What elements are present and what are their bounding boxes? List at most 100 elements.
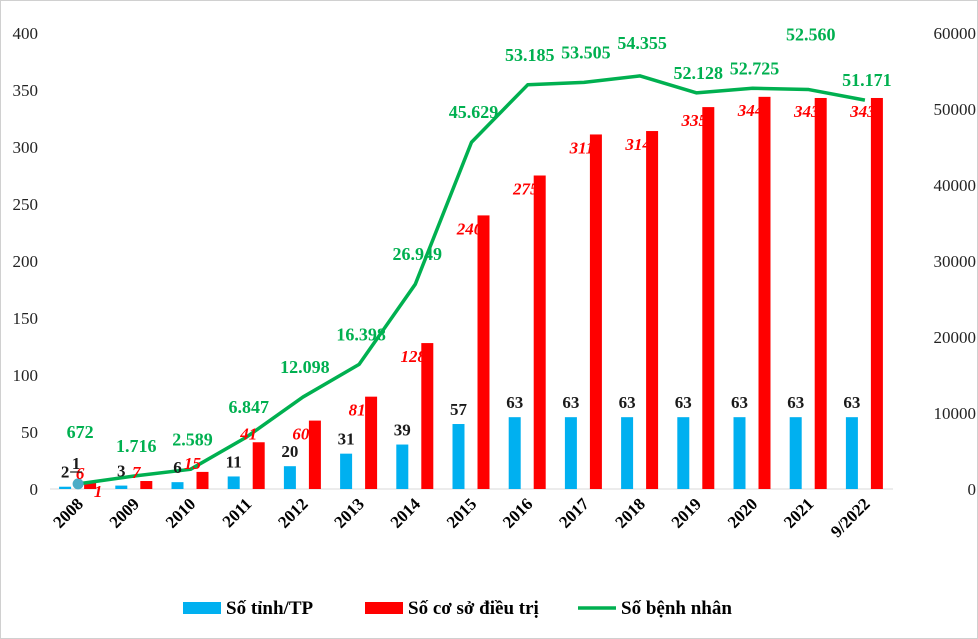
- data-label-facilities: 6: [76, 464, 85, 483]
- y-right-tick-label: 0: [968, 480, 977, 499]
- data-label-provinces: 63: [843, 393, 860, 412]
- x-tick-label: 2021: [780, 494, 817, 531]
- bar-facilities: [308, 420, 321, 489]
- data-label-facilities: 335: [681, 111, 708, 130]
- y-left-tick-label: 350: [13, 81, 39, 100]
- data-label-provinces: 3: [117, 462, 126, 481]
- bar-facilities: [814, 97, 827, 489]
- data-label-facilities: 128: [401, 347, 427, 366]
- bar-facilities: [702, 107, 715, 489]
- legend-label: Số tỉnh/TP: [226, 598, 314, 619]
- bar-provinces: [283, 466, 296, 489]
- y-left-tick-label: 250: [13, 195, 39, 214]
- bar-provinces: [845, 417, 858, 489]
- legend-item-facilities: Số cơ sở điều trị: [365, 598, 539, 619]
- data-label-patients: 52.560: [786, 25, 836, 45]
- bars-group: [59, 96, 883, 490]
- line-marker-patients: [72, 478, 84, 490]
- y-right-tick-label: 60000: [934, 24, 977, 43]
- bar-provinces: [115, 485, 128, 489]
- x-tick-label: 2010: [162, 494, 199, 531]
- data-label-patients: 1.716: [116, 436, 157, 456]
- bar-provinces: [733, 417, 746, 489]
- legend-item-provinces: Số tỉnh/TP: [183, 598, 314, 619]
- bar-facilities: [84, 482, 97, 489]
- data-label-provinces: 31: [338, 430, 355, 449]
- data-label-provinces: 57: [450, 400, 468, 419]
- bar-provinces: [59, 486, 72, 489]
- x-tick-label: 2015: [443, 494, 480, 531]
- line-patients: [77, 74, 866, 486]
- bar-facilities: [196, 471, 209, 489]
- bar-facilities: [646, 131, 659, 490]
- y-right-tick-label: 30000: [934, 252, 977, 271]
- data-label-provinces: 63: [675, 393, 692, 412]
- data-label-facilities: 311: [569, 138, 595, 157]
- x-tick-label: 2020: [724, 494, 761, 531]
- y-left-tick-label: 0: [30, 480, 39, 499]
- bar-provinces: [452, 424, 465, 489]
- legend-swatch: [183, 602, 221, 614]
- x-tick-label: 2018: [611, 494, 648, 531]
- data-label-provinces: 63: [787, 393, 804, 412]
- x-tick-label: 2014: [387, 494, 425, 532]
- data-label-provinces: 63: [562, 393, 579, 412]
- bar-facilities: [758, 96, 771, 489]
- data-label-facilities: 275: [512, 180, 539, 199]
- x-tick-label: 2012: [274, 494, 311, 531]
- data-label-provinces: 63: [619, 393, 636, 412]
- x-tick-label: 2013: [330, 494, 367, 531]
- data-label-facilities: 7: [132, 463, 142, 482]
- data-label-patients: 12.098: [280, 357, 330, 377]
- data-label-patients: 53.185: [505, 45, 555, 65]
- legend-label: Số cơ sở điều trị: [408, 598, 539, 619]
- bar-provinces: [789, 417, 802, 489]
- x-tick-label: 2011: [219, 494, 256, 531]
- y-right-tick-label: 40000: [934, 176, 977, 195]
- data-label-facilities: 344: [737, 101, 764, 120]
- bar-facilities: [140, 481, 153, 489]
- bar-provinces: [227, 476, 240, 489]
- x-tick-label: 2019: [668, 494, 705, 531]
- y-left-tick-label: 200: [13, 252, 39, 271]
- extra-label-provinces: 1: [72, 454, 81, 473]
- legend-label: Số bệnh nhân: [621, 598, 732, 619]
- y-right-tick-label: 20000: [934, 328, 977, 347]
- x-tick-label: 2017: [555, 494, 593, 532]
- data-label-provinces: 2: [61, 463, 70, 482]
- y-right-tick-label: 50000: [934, 100, 977, 119]
- data-label-provinces: 20: [281, 442, 298, 461]
- data-label-patients: 6.847: [228, 397, 269, 417]
- data-label-patients: 26.949: [393, 244, 443, 264]
- data-label-patients: 53.505: [561, 42, 611, 62]
- data-label-provinces: 11: [226, 452, 242, 471]
- data-label-facilities: 60: [292, 425, 310, 444]
- bar-facilities: [365, 396, 378, 489]
- data-label-facilities: 81: [349, 401, 366, 420]
- x-tick-label: 9/2022: [827, 494, 874, 541]
- data-label-facilities: 240: [456, 219, 483, 238]
- data-label-patients: 45.629: [449, 102, 499, 122]
- line-group: [72, 74, 866, 490]
- y-left-tick-label: 50: [21, 423, 38, 442]
- bar-provinces: [621, 417, 634, 489]
- bar-provinces: [396, 444, 409, 489]
- bar-provinces: [340, 453, 353, 489]
- data-label-facilities: 343: [849, 102, 876, 121]
- data-label-facilities: 15: [184, 454, 202, 473]
- legend-swatch: [365, 602, 403, 614]
- y-left-tick-label: 300: [13, 138, 39, 157]
- bar-provinces: [508, 417, 521, 489]
- x-tick-label: 2009: [106, 494, 143, 531]
- data-label-provinces: 39: [394, 421, 411, 440]
- extra-label-facilities: 1: [94, 482, 103, 501]
- data-label-patients: 54.355: [617, 33, 667, 53]
- bar-provinces: [564, 417, 577, 489]
- data-label-patients: 672: [67, 422, 94, 442]
- data-label-facilities: 41: [239, 424, 257, 443]
- data-label-patients: 16.398: [336, 324, 386, 344]
- x-tick-label: 2008: [49, 494, 86, 531]
